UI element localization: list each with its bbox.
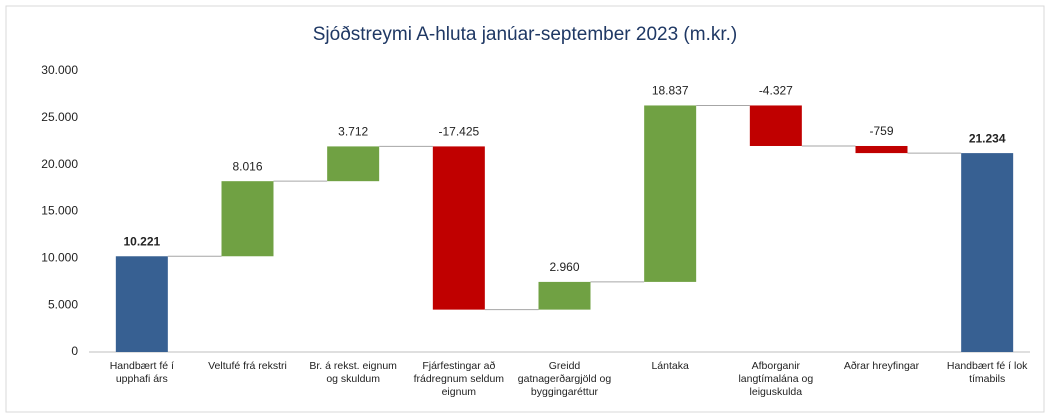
value-label: 21.234 (969, 131, 1006, 145)
x-tick-label: Aðrar hreyfingar (844, 360, 920, 372)
x-tick-line: eignum (442, 386, 477, 398)
x-tick-label: Fjárfestingar að frádregnum seldum eignum (414, 360, 505, 398)
bar (327, 146, 380, 182)
x-tick-line: frádregnum seldum (414, 373, 505, 385)
value-label: -759 (869, 124, 893, 138)
x-tick-line: gatnagerðargjöld og (518, 373, 612, 385)
value-label: -17.425 (438, 125, 479, 139)
x-tick-line: Aðrar hreyfingar (844, 360, 920, 372)
x-tick-line: tímabils (969, 373, 1005, 385)
x-tick-line: langtímalána og (738, 373, 813, 385)
x-tick-line: Fjárfestingar að (422, 360, 495, 372)
x-tick-line: Veltufé frá rekstri (208, 360, 287, 372)
x-tick-line: Br. á rekst. eignum (309, 360, 397, 372)
x-tick-line: Handbært fé í (110, 360, 174, 372)
chart-title: Sjóðstreymi A-hluta janúar-september 202… (313, 24, 738, 45)
x-tick-label: Handbært fé í lok tímabils (947, 360, 1028, 385)
x-tick-label: Br. á rekst. eignum og skuldum (309, 360, 397, 385)
x-tick-label: Afborganir langtímalána og leiguskulda (738, 360, 813, 398)
x-tick-label: Lántaka (651, 360, 689, 372)
value-label: -4.327 (759, 84, 793, 98)
x-tick-line: leiguskulda (750, 386, 803, 398)
bar (538, 281, 591, 310)
y-tick-label: 5.000 (48, 297, 78, 311)
y-tick-label: 0 (71, 344, 78, 358)
bar (644, 105, 697, 282)
x-tick-line: upphafi árs (116, 373, 168, 385)
bar (115, 256, 168, 352)
x-tick-line: og skuldum (326, 373, 380, 385)
x-tick-line: Afborganir (752, 360, 801, 372)
chart-border (5, 5, 1045, 413)
value-label: 18.837 (652, 84, 689, 98)
x-tick-label: Handbært fé í upphafi árs (110, 360, 174, 385)
bar (855, 145, 908, 154)
value-label: 3.712 (338, 125, 368, 139)
y-tick-label: 10.000 (41, 251, 78, 265)
y-tick-label: 20.000 (41, 157, 78, 171)
x-tick-line: Handbært fé í lok (947, 360, 1028, 372)
y-tick-label: 25.000 (41, 110, 78, 124)
x-tick-label: Veltufé frá rekstri (208, 360, 287, 372)
bar (961, 153, 1014, 352)
y-tick-label: 15.000 (41, 204, 78, 218)
value-label: 8.016 (232, 159, 262, 173)
bar (432, 146, 485, 310)
value-label: 2.960 (549, 260, 579, 274)
x-tick-line: Lántaka (651, 360, 689, 372)
x-tick-label: Greidd gatnagerðargjöld og byggingaréttur (518, 360, 612, 398)
bar (221, 181, 274, 257)
value-label: 10.221 (123, 234, 160, 248)
bar (749, 105, 802, 146)
x-tick-line: Greidd (549, 360, 581, 372)
x-tick-line: byggingaréttur (531, 386, 599, 398)
y-tick-label: 30.000 (41, 63, 78, 77)
